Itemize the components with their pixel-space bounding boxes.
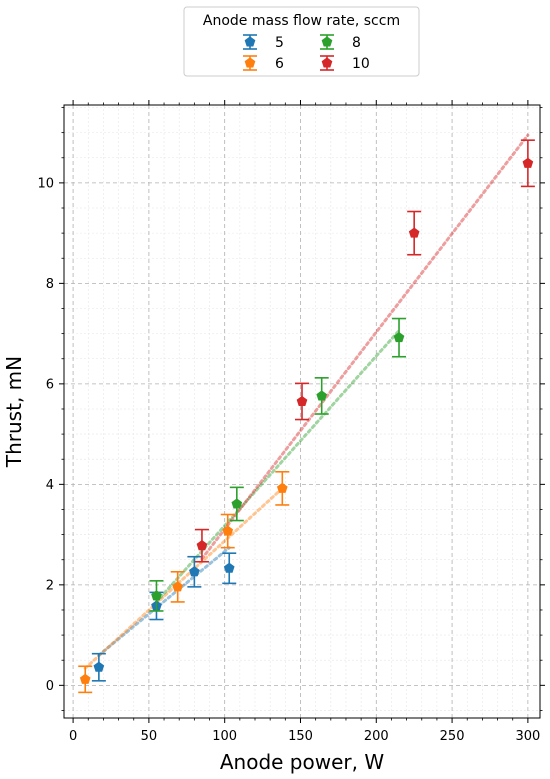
data-points <box>78 139 535 694</box>
x-tick-label: 150 <box>288 729 313 744</box>
marker-pentagon <box>231 498 243 509</box>
marker-pentagon <box>316 390 328 401</box>
fit-line-10 <box>200 133 530 561</box>
plot-frame <box>63 104 541 719</box>
marker-pentagon <box>296 395 308 406</box>
y-tick-label: 0 <box>46 679 54 694</box>
legend-marker <box>244 57 256 68</box>
data-point-6 <box>170 570 185 603</box>
x-tick-label: 200 <box>364 729 389 744</box>
grid <box>64 105 540 718</box>
marker-pentagon <box>172 581 184 592</box>
data-point-6 <box>275 470 290 506</box>
axis-ticks: 0 50 100 150 200 250 300 0 2 4 6 8 10 <box>37 100 545 744</box>
legend-marker <box>244 36 256 47</box>
legend-box <box>183 6 420 77</box>
y-axis-label: Thrust, mN <box>2 356 26 468</box>
y-tick-label: 8 <box>46 277 54 292</box>
data-point-10 <box>194 528 209 563</box>
legend-item-6: 6 <box>243 55 284 72</box>
legend: Anode mass flow rate, sccm 5 6 8 10 <box>183 6 420 77</box>
data-point-10 <box>407 210 422 256</box>
legend-label: 10 <box>352 56 370 72</box>
data-point-10 <box>520 139 535 188</box>
marker-pentagon <box>408 227 420 238</box>
x-tick-label: 50 <box>141 729 158 744</box>
fit-line-5 <box>97 546 231 657</box>
y-tick-label: 10 <box>37 176 54 191</box>
marker-pentagon <box>151 590 162 601</box>
data-point-5 <box>91 652 106 682</box>
y-tick-label: 2 <box>46 578 54 593</box>
marker-pentagon <box>79 673 91 684</box>
data-point-6 <box>220 513 235 549</box>
legend-item-8: 8 <box>320 34 361 51</box>
data-point-8 <box>392 317 407 358</box>
legend-title: Anode mass flow rate, sccm <box>203 13 400 29</box>
legend-item-10: 10 <box>320 55 370 72</box>
marker-pentagon <box>196 540 208 551</box>
data-point-5 <box>222 552 237 585</box>
data-point-8 <box>149 580 164 612</box>
marker-pentagon <box>93 661 105 672</box>
data-point-10 <box>295 382 309 421</box>
x-tick-label: 300 <box>515 729 540 744</box>
legend-marker <box>321 36 333 47</box>
legend-items: 5 6 8 10 <box>243 34 370 72</box>
x-axis-label: Anode power, W <box>220 750 384 774</box>
legend-label: 8 <box>352 35 361 51</box>
legend-label: 5 <box>275 35 284 51</box>
fit-line-6 <box>83 486 284 670</box>
y-tick-label: 6 <box>46 377 54 392</box>
marker-pentagon <box>522 157 534 168</box>
legend-item-5: 5 <box>243 34 284 51</box>
y-tick-label: 4 <box>46 478 54 493</box>
marker-pentagon <box>276 482 288 493</box>
x-tick-label: 250 <box>440 729 465 744</box>
data-point-6 <box>78 665 93 694</box>
marker-pentagon <box>223 562 235 573</box>
data-point-8 <box>314 377 329 415</box>
marker-pentagon <box>189 566 200 577</box>
marker-pentagon <box>393 332 405 343</box>
data-point-5 <box>187 555 202 588</box>
legend-label: 6 <box>275 56 284 72</box>
marker-pentagon <box>222 525 234 536</box>
legend-marker <box>321 57 333 68</box>
data-point-8 <box>229 486 244 522</box>
x-tick-label: 0 <box>69 729 77 744</box>
x-tick-label: 100 <box>212 729 237 744</box>
